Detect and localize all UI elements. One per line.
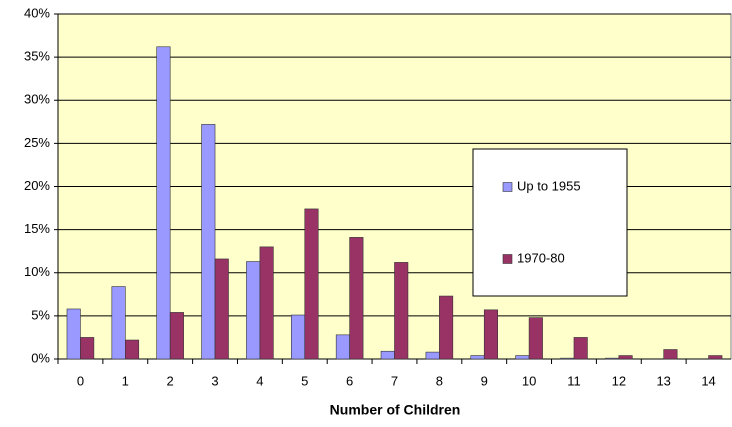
- y-tick-label: 0%: [31, 350, 50, 365]
- bar: [515, 355, 530, 360]
- y-tick-label: 30%: [24, 92, 50, 107]
- legend-swatch: [502, 182, 513, 192]
- bar: [80, 337, 95, 360]
- legend-label: Up to 1955: [517, 178, 581, 193]
- bar: [214, 258, 229, 360]
- x-tick-label: 11: [567, 373, 581, 388]
- bar: [470, 355, 485, 360]
- bar: [483, 309, 498, 360]
- bar: [201, 124, 216, 360]
- x-tick-label: 3: [211, 373, 218, 388]
- x-tick-label: 7: [391, 373, 398, 388]
- bar: [618, 355, 633, 360]
- y-tick-label: 40%: [24, 5, 50, 20]
- bar: [560, 357, 575, 360]
- x-tick-label: 13: [656, 373, 670, 388]
- bar: [66, 308, 81, 360]
- bar: [259, 246, 274, 360]
- x-tick-label: 6: [346, 373, 353, 388]
- x-tick-label: 10: [522, 373, 536, 388]
- x-tick-label: 8: [436, 373, 443, 388]
- bar: [246, 261, 261, 360]
- bar: [125, 339, 140, 360]
- bar: [394, 262, 409, 360]
- bar: [335, 334, 350, 360]
- y-tick-label: 35%: [24, 49, 50, 64]
- y-tick-label: 25%: [24, 135, 50, 150]
- bar: [349, 237, 364, 360]
- bar: [663, 349, 678, 360]
- bar: [425, 351, 440, 360]
- bar: [439, 295, 454, 360]
- bar: [291, 314, 306, 360]
- bar: [111, 286, 126, 360]
- y-tick-label: 15%: [24, 221, 50, 236]
- x-tick-label: 1: [122, 373, 129, 388]
- bar: [304, 208, 319, 360]
- bar: [528, 317, 543, 360]
- bar: [156, 46, 171, 360]
- x-tick-label: 14: [701, 373, 715, 388]
- x-tick-label: 0: [77, 373, 84, 388]
- bar: [380, 350, 395, 360]
- x-tick-label: 12: [612, 373, 626, 388]
- y-tick-label: 5%: [31, 307, 50, 322]
- bar: [605, 357, 620, 360]
- x-tick-label: 2: [167, 373, 174, 388]
- x-tick-label: 4: [256, 373, 263, 388]
- x-axis-label: Number of Children: [330, 402, 461, 418]
- bar: [573, 337, 588, 360]
- legend-swatch: [502, 254, 513, 264]
- y-tick-label: 10%: [24, 264, 50, 279]
- y-tick-label: 20%: [24, 178, 50, 193]
- x-tick-label: 9: [481, 373, 488, 388]
- bar: [708, 355, 723, 360]
- legend: [472, 148, 628, 297]
- x-tick-label: 5: [301, 373, 308, 388]
- legend-label: 1970-80: [517, 250, 565, 265]
- bar: [169, 312, 184, 360]
